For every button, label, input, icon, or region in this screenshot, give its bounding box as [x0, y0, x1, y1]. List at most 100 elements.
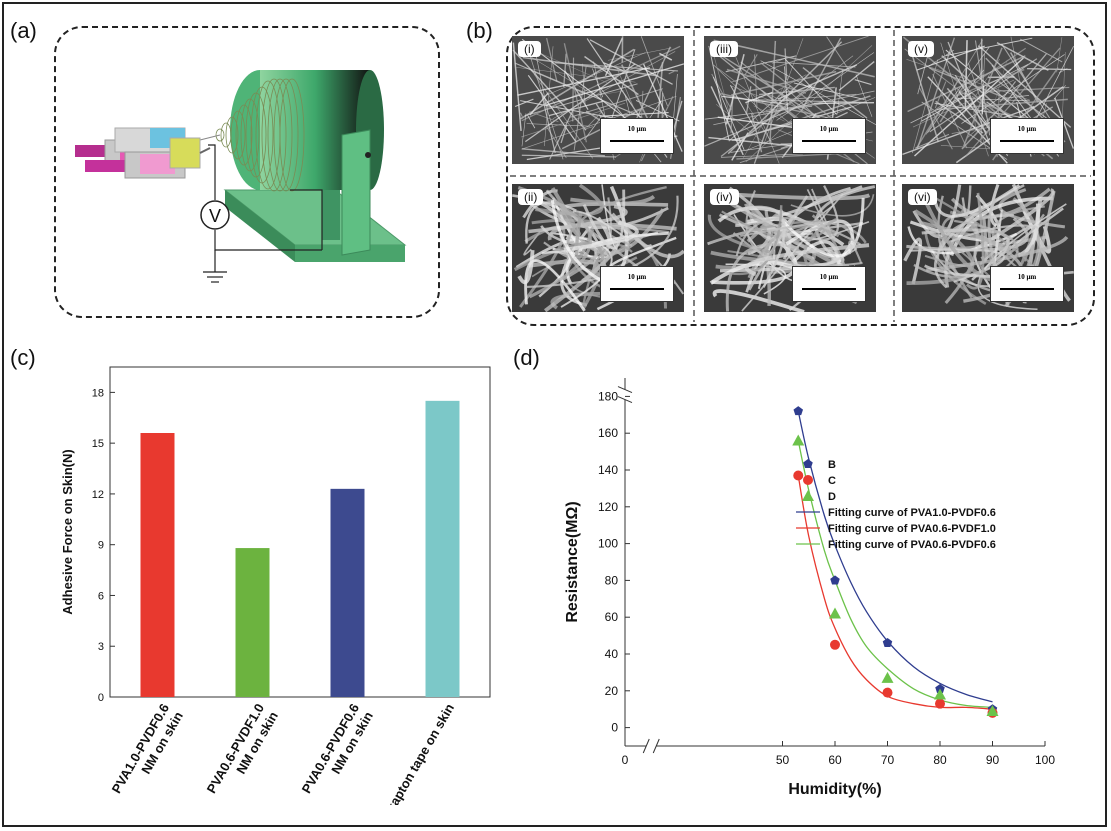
- y-tick-label: 180: [598, 389, 618, 403]
- legend-marker: [802, 490, 814, 501]
- scale-bar-line: [802, 288, 856, 290]
- scale-bar-label: 10 μm: [627, 273, 647, 281]
- scale-bar: 10 μm: [792, 266, 866, 302]
- legend-marker: [803, 475, 813, 485]
- x-tick-label: kapton tape on skin: [383, 701, 457, 805]
- sem-image-label: (ii): [518, 189, 544, 205]
- y-tick-label: 140: [598, 463, 618, 477]
- y-tick-label: 15: [92, 438, 104, 450]
- x-tick-label: 100: [1035, 753, 1055, 767]
- data-point: [793, 406, 804, 416]
- voltmeter-label: V: [209, 206, 221, 226]
- y-tick-label: 120: [598, 500, 618, 514]
- fit-curve: [797, 440, 993, 709]
- data-point: [793, 470, 804, 481]
- svg-text:kapton tape on skin: kapton tape on skin: [383, 701, 457, 805]
- scale-bar-label: 10 μm: [1017, 125, 1037, 133]
- sem-image: (i) 10 μm: [512, 36, 684, 164]
- scale-bar-label: 10 μm: [819, 273, 839, 281]
- panel-label-c: (c): [10, 345, 36, 370]
- scale-bar-line: [802, 140, 856, 142]
- panel-label-b: (b): [466, 18, 493, 43]
- fit-curve: [797, 475, 993, 710]
- data-point: [934, 688, 946, 700]
- panel-b-dividers: [510, 30, 1091, 322]
- sem-image-label: (v): [908, 41, 934, 57]
- x-tick-label: 70: [881, 753, 895, 767]
- y-tick-label: 100: [598, 537, 618, 551]
- scatter-chart-resistance: 0 50 60 70 80 90 100 0 20 40 60 80 100 120 140 160 180 Hu…: [564, 378, 1055, 798]
- voltmeter: [200, 200, 230, 230]
- data-point: [830, 639, 840, 650]
- legend-label: Fitting curve of PVA0.6-PVDF1.0: [828, 523, 996, 535]
- sem-image: (iv) 10 μm: [704, 184, 876, 312]
- panel-b-box: [506, 26, 1095, 326]
- x-axis-label: Humidity(%): [788, 781, 881, 798]
- x-tick-label: 80: [933, 753, 947, 767]
- y-axis-label: Resistance(MΩ): [564, 501, 581, 622]
- sem-image: (ii) 10 μm: [512, 184, 684, 312]
- fit-curve: [797, 410, 993, 703]
- y-tick-label: 12: [92, 489, 104, 501]
- bar: [425, 400, 460, 697]
- y-tick-label: 9: [98, 540, 104, 552]
- legend-label: Fitting curve of PVA0.6-PVDF0.6: [828, 539, 996, 551]
- syringe-group: [75, 127, 211, 179]
- panel-a-box: [54, 26, 440, 318]
- data-point: [829, 607, 841, 619]
- legend-marker: [803, 459, 813, 469]
- scale-bar-line: [1000, 288, 1054, 290]
- x-tick-label: 60: [828, 753, 842, 767]
- legend-label: B: [828, 459, 836, 471]
- sem-image-label: (iii): [710, 41, 738, 57]
- scale-bar: 10 μm: [990, 266, 1064, 302]
- sem-image-label: (iv): [710, 189, 739, 205]
- y-tick-label: 0: [98, 692, 104, 704]
- scale-bar-line: [1000, 140, 1054, 142]
- legend-label: D: [828, 491, 836, 503]
- y-tick-label: 160: [598, 426, 618, 440]
- sem-image: (iii) 10 μm: [704, 36, 876, 164]
- stand-base-side: [225, 190, 295, 262]
- y-tick-label: 0: [611, 721, 618, 735]
- plot-area: [109, 366, 491, 698]
- scale-bar-line: [610, 140, 664, 142]
- x-tick-label: PVA1.0-PVDF0.6NM on skin: [109, 701, 186, 796]
- sem-image-label: (i): [518, 41, 541, 57]
- data-point: [792, 434, 805, 446]
- legend-label: C: [828, 475, 836, 487]
- data-point: [986, 705, 999, 717]
- drum-axle: [365, 152, 371, 158]
- x-axis-break-gap: [646, 738, 657, 754]
- scale-bar: 10 μm: [990, 118, 1064, 154]
- scale-bar-line: [610, 288, 664, 290]
- y-tick-label: 3: [98, 641, 104, 653]
- legend-label: Fitting curve of PVA1.0-PVDF0.6: [828, 507, 996, 519]
- scale-bar-label: 10 μm: [1017, 273, 1037, 281]
- scale-bar-label: 10 μm: [627, 125, 647, 133]
- y-tick-label: 18: [92, 387, 104, 399]
- sem-image: (vi) 10 μm: [902, 184, 1074, 312]
- y-tick-label: 6: [98, 590, 104, 602]
- stand-support-front: [341, 129, 371, 256]
- x-tick-label: PVA0.6-PVDF0.6NM on skin: [299, 701, 376, 796]
- fiber-jet: [215, 78, 305, 192]
- bar-chart-adhesive-force: PVA1.0-PVDF0.6NM on skin PVA0.6-PVDF1.0NM…: [60, 366, 491, 805]
- scale-bar-label: 10 μm: [819, 125, 839, 133]
- y-tick-label: 20: [605, 684, 619, 698]
- bar: [330, 488, 365, 697]
- y-tick-label: 60: [605, 610, 619, 624]
- x-axis-break: [652, 738, 660, 754]
- y-axis-label: Adhesive Force on Skin(N): [60, 449, 75, 614]
- electrospinning-schematic: V: [75, 70, 407, 283]
- data-point: [882, 687, 893, 698]
- y-tick-label: 80: [605, 573, 619, 587]
- y-axis-break: [617, 396, 633, 404]
- data-point: [935, 698, 945, 709]
- panel-label-a: (a): [10, 18, 37, 43]
- y-tick-label: 40: [605, 647, 619, 661]
- scale-bar: 10 μm: [600, 118, 674, 154]
- bar: [140, 433, 175, 697]
- bar: [235, 548, 270, 697]
